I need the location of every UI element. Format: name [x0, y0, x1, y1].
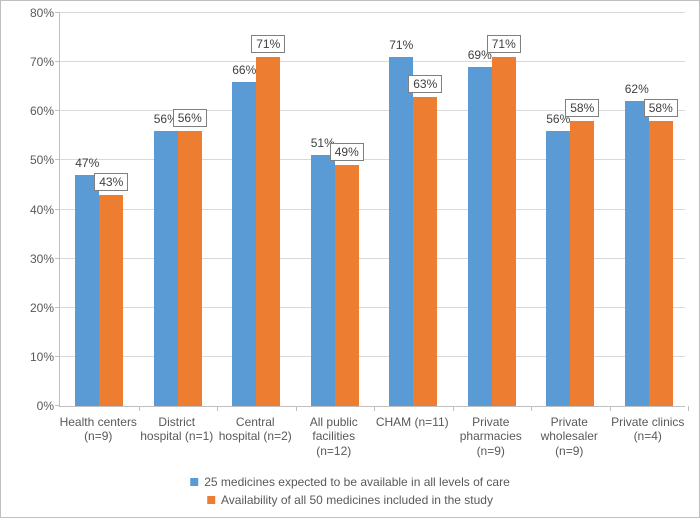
bar-value-label: 43%: [94, 173, 128, 191]
bar-series1-cat4: 63%: [413, 97, 437, 406]
bar-series1-cat1: 56%: [178, 131, 202, 406]
x-axis-label: CHAM (n=11): [372, 415, 452, 429]
x-axis-label: Central hospital (n=2): [215, 415, 295, 444]
y-tick-label: 70%: [30, 55, 54, 69]
bar-series1-cat3: 49%: [335, 165, 359, 406]
bar-series0-cat0: 47%: [75, 175, 99, 406]
legend-label: Availability of all 50 medicines include…: [221, 493, 493, 507]
bar-series0-cat3: 51%: [311, 155, 335, 406]
bar-series0-cat5: 69%: [468, 67, 492, 406]
bar-series0-cat4: 71%: [389, 57, 413, 406]
bar-value-label: 58%: [644, 99, 678, 117]
x-axis-label: Private pharmacies (n=9): [451, 415, 531, 458]
y-tick-label: 40%: [30, 203, 54, 217]
bar-series0-cat1: 56%: [154, 131, 178, 406]
legend-label: 25 medicines expected to be available in…: [204, 475, 510, 489]
x-axis-label: Private wholesaler (n=9): [529, 415, 609, 458]
legend-swatch-icon: [190, 478, 198, 486]
bar-series1-cat6: 58%: [570, 121, 594, 406]
x-tick-mark: [688, 406, 689, 411]
bar-series1-cat0: 43%: [99, 195, 123, 406]
bar-value-label: 63%: [408, 75, 442, 93]
x-axis-label: Health centers (n=9): [58, 415, 138, 444]
x-axis-label: All public facilities (n=12): [294, 415, 374, 458]
y-tick-label: 20%: [30, 301, 54, 315]
bars-layer: 47%43%56%56%66%71%51%49%71%63%69%71%56%5…: [60, 13, 685, 406]
legend: 25 medicines expected to be available in…: [190, 473, 510, 509]
bar-value-label: 56%: [173, 109, 207, 127]
bar-value-label: 58%: [565, 99, 599, 117]
bar-series1-cat7: 58%: [649, 121, 673, 406]
y-tick-label: 0%: [37, 399, 54, 413]
legend-item-1: Availability of all 50 medicines include…: [207, 493, 493, 507]
bar-value-label: 47%: [71, 155, 103, 171]
bar-value-label: 71%: [487, 35, 521, 53]
y-tick-label: 50%: [30, 153, 54, 167]
plot-area: 0%10%20%30%40%50%60%70%80% 47%43%56%56%6…: [59, 13, 685, 407]
x-axis-label: District hospital (n=1): [137, 415, 217, 444]
chart-container: 0%10%20%30%40%50%60%70%80% 47%43%56%56%6…: [0, 0, 700, 518]
bar-series0-cat2: 66%: [232, 82, 256, 406]
y-tick-label: 80%: [30, 6, 54, 20]
bar-series0-cat6: 56%: [546, 131, 570, 406]
bar-series1-cat5: 71%: [492, 57, 516, 406]
y-tick-label: 30%: [30, 252, 54, 266]
legend-swatch-icon: [207, 496, 215, 504]
bar-series0-cat7: 62%: [625, 101, 649, 406]
bar-value-label: 71%: [251, 35, 285, 53]
y-tick-label: 10%: [30, 350, 54, 364]
bar-value-label: 49%: [330, 143, 364, 161]
bar-value-label: 71%: [385, 37, 417, 53]
legend-item-0: 25 medicines expected to be available in…: [190, 475, 510, 489]
x-axis-label: Private clinics (n=4): [608, 415, 688, 444]
y-tick-label: 60%: [30, 104, 54, 118]
bar-value-label: 62%: [621, 81, 653, 97]
bar-series1-cat2: 71%: [256, 57, 280, 406]
